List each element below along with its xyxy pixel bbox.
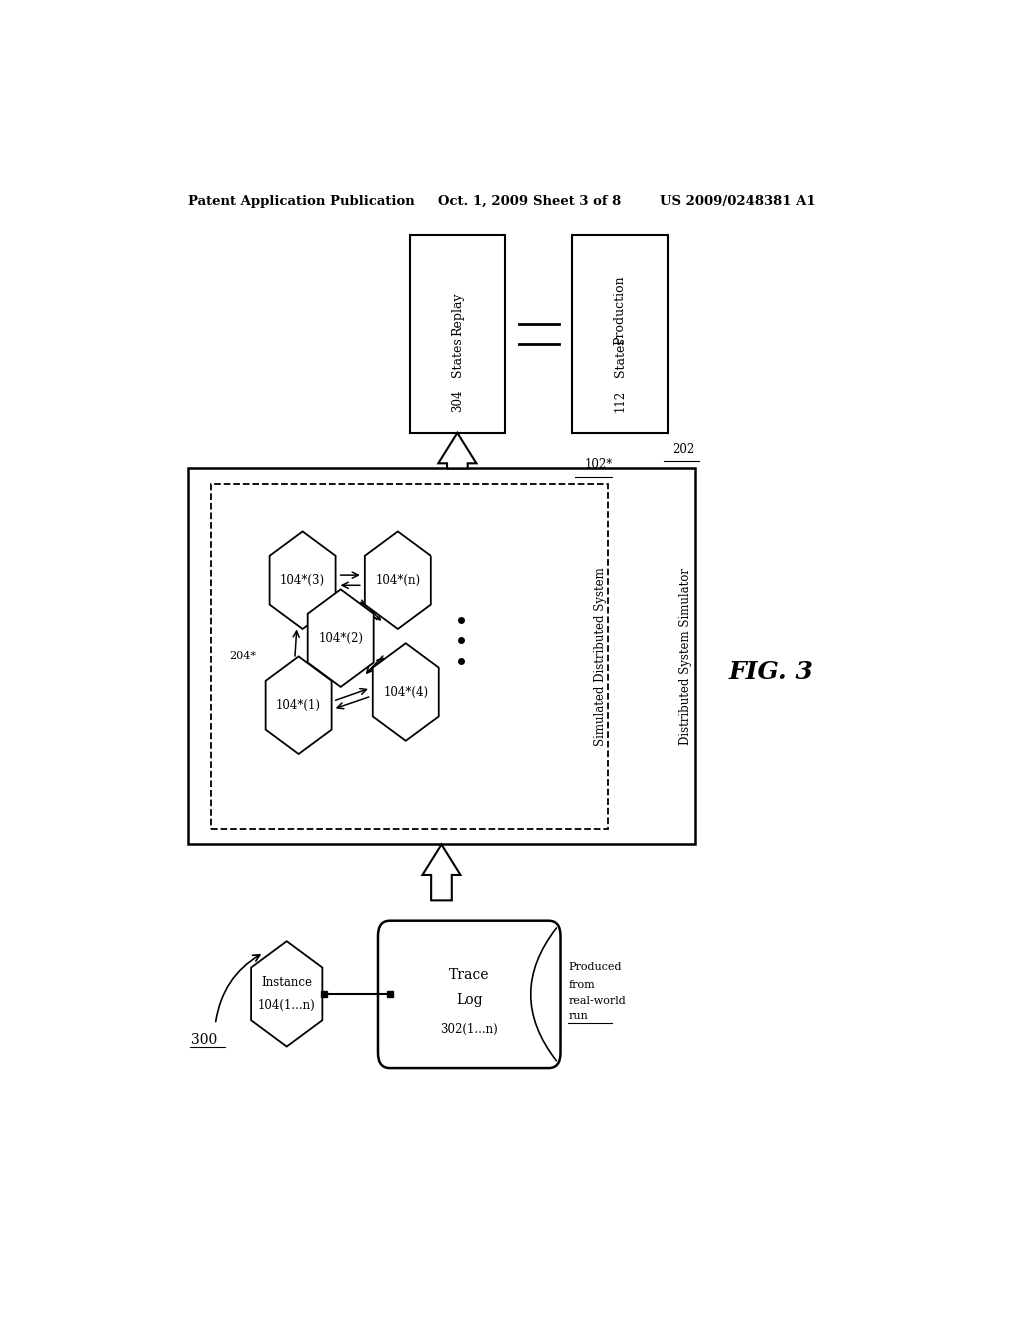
Text: US 2009/0248381 A1: US 2009/0248381 A1 bbox=[659, 194, 815, 207]
Text: run: run bbox=[568, 1011, 589, 1022]
FancyBboxPatch shape bbox=[572, 235, 668, 433]
FancyBboxPatch shape bbox=[187, 469, 695, 845]
Text: real-world: real-world bbox=[568, 997, 627, 1006]
Polygon shape bbox=[423, 845, 461, 900]
Text: 112: 112 bbox=[613, 389, 627, 412]
Text: 302(1...n): 302(1...n) bbox=[440, 1023, 498, 1036]
Text: 202: 202 bbox=[673, 444, 694, 457]
Text: States: States bbox=[451, 338, 464, 378]
Text: 104*(4): 104*(4) bbox=[383, 685, 428, 698]
Text: Instance: Instance bbox=[261, 977, 312, 989]
Polygon shape bbox=[251, 941, 323, 1047]
Text: 104*(1): 104*(1) bbox=[276, 698, 322, 711]
Text: 102*: 102* bbox=[585, 458, 612, 471]
Polygon shape bbox=[307, 589, 374, 686]
FancyBboxPatch shape bbox=[410, 235, 505, 433]
Polygon shape bbox=[269, 532, 336, 630]
Text: FIG. 3: FIG. 3 bbox=[728, 660, 813, 684]
Text: Distributed System Simulator: Distributed System Simulator bbox=[679, 568, 692, 744]
Text: Produced: Produced bbox=[568, 962, 622, 973]
Text: 204*: 204* bbox=[229, 652, 257, 661]
Text: Oct. 1, 2009: Oct. 1, 2009 bbox=[437, 194, 527, 207]
Text: 104*(3): 104*(3) bbox=[280, 574, 326, 586]
Text: 104(1...n): 104(1...n) bbox=[258, 998, 315, 1011]
Text: Log: Log bbox=[456, 993, 482, 1007]
Text: Replay: Replay bbox=[451, 292, 464, 335]
Text: Simulated Distributed System: Simulated Distributed System bbox=[594, 568, 606, 746]
Polygon shape bbox=[373, 643, 438, 741]
Text: 104*(2): 104*(2) bbox=[318, 632, 364, 644]
Text: Production: Production bbox=[613, 275, 627, 345]
Text: States: States bbox=[613, 338, 627, 378]
Polygon shape bbox=[265, 656, 332, 754]
Text: Trace: Trace bbox=[449, 968, 489, 982]
Text: Patent Application Publication: Patent Application Publication bbox=[187, 194, 415, 207]
Polygon shape bbox=[365, 532, 431, 630]
Text: 304: 304 bbox=[451, 389, 464, 412]
FancyBboxPatch shape bbox=[211, 483, 608, 829]
Text: 300: 300 bbox=[191, 1032, 218, 1047]
FancyBboxPatch shape bbox=[378, 921, 560, 1068]
Text: from: from bbox=[568, 979, 595, 990]
Polygon shape bbox=[438, 433, 476, 469]
Text: 104*(n): 104*(n) bbox=[375, 574, 421, 586]
Text: Sheet 3 of 8: Sheet 3 of 8 bbox=[532, 194, 621, 207]
